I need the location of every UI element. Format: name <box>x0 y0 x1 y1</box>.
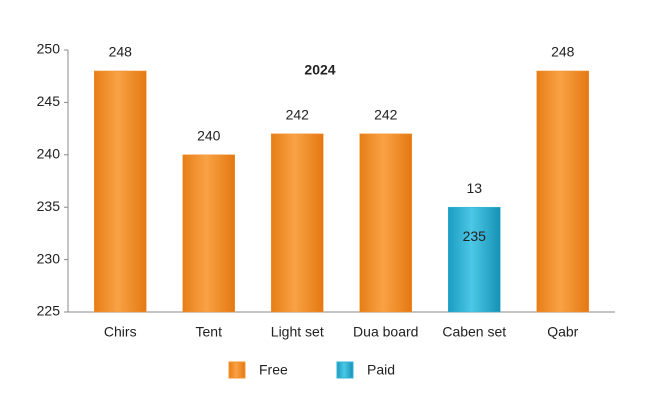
legend-swatch <box>336 361 354 379</box>
bar <box>536 70 589 313</box>
data-label: 242 <box>286 107 310 123</box>
x-tick-label: Dua board <box>353 324 418 340</box>
legend-label: Free <box>259 362 288 378</box>
x-tick-label: Chirs <box>104 324 137 340</box>
data-label: 248 <box>551 44 575 60</box>
y-tick-label: 235 <box>37 198 61 214</box>
bar <box>359 133 412 313</box>
data-label: 235 <box>463 228 487 244</box>
legend-swatch <box>228 361 246 379</box>
data-label: 13 <box>466 180 482 196</box>
y-tick-label: 245 <box>37 93 61 109</box>
data-label: 248 <box>109 44 133 60</box>
data-label: 242 <box>374 107 398 123</box>
y-tick-label: 250 <box>37 41 61 57</box>
x-tick-label: Light set <box>271 324 324 340</box>
y-tick-label: 225 <box>37 303 61 319</box>
bar <box>182 154 235 313</box>
legend-label: Paid <box>367 362 395 378</box>
bar <box>448 206 501 313</box>
x-tick-label: Qabr <box>547 324 578 340</box>
chart-title: 2024 <box>304 62 335 78</box>
y-tick-label: 230 <box>37 250 61 266</box>
x-tick-label: Tent <box>196 324 223 340</box>
y-tick-label: 240 <box>37 146 61 162</box>
bar <box>271 133 324 313</box>
data-label: 240 <box>197 128 221 144</box>
bar <box>94 70 147 313</box>
x-tick-label: Caben set <box>442 324 506 340</box>
